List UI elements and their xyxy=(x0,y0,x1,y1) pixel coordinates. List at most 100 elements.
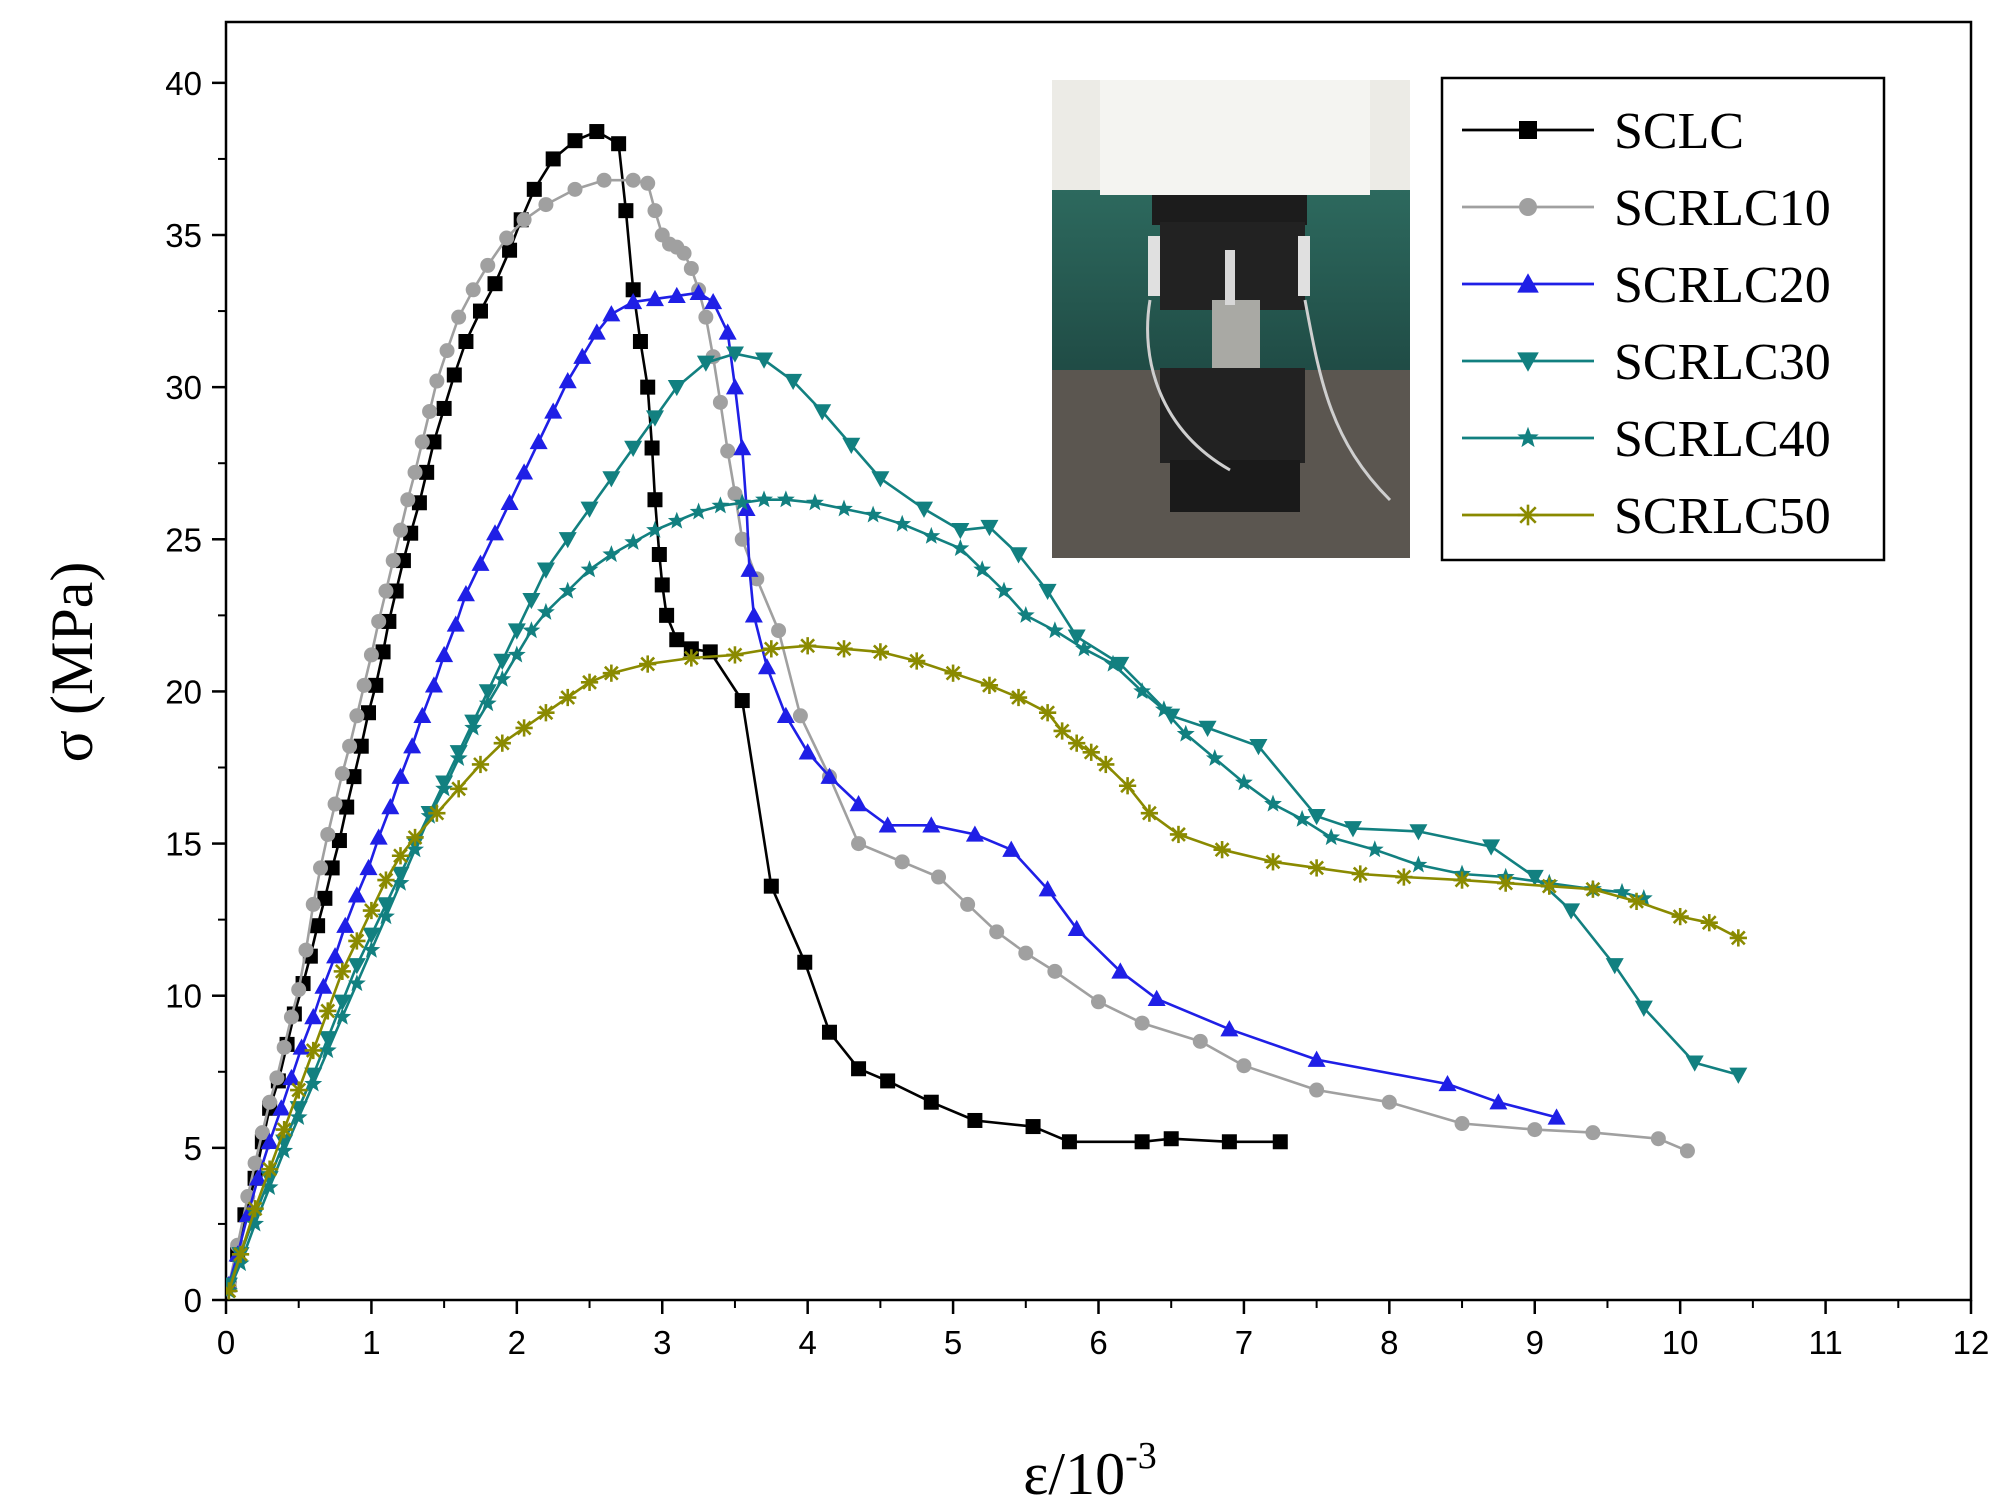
data-point-sclc xyxy=(567,133,583,149)
data-point-scrlc10 xyxy=(1091,994,1106,1010)
data-point-scrlc10 xyxy=(371,613,387,629)
data-point-scrlc30 xyxy=(318,1031,337,1048)
data-point-scrlc50 xyxy=(493,734,511,752)
data-point-scrlc10 xyxy=(439,343,455,359)
data-point-scrlc20 xyxy=(667,286,686,304)
data-point-scrlc20 xyxy=(403,737,422,754)
data-point-scrlc10 xyxy=(1018,945,1034,961)
data-point-scrlc40 xyxy=(755,490,773,508)
data-point-scrlc30 xyxy=(755,352,774,369)
data-point-scrlc30 xyxy=(536,562,555,579)
data-point-scrlc40 xyxy=(1613,882,1631,900)
data-point-scrlc20 xyxy=(282,1068,301,1086)
legend-item-scrlc30: SCRLC30 xyxy=(1462,334,1831,391)
data-point-scrlc40 xyxy=(420,806,439,824)
data-point-scrlc20 xyxy=(515,463,534,480)
data-point-scrlc10 xyxy=(429,373,445,389)
data-point-scrlc20 xyxy=(446,615,465,632)
data-point-scrlc40 xyxy=(602,545,621,563)
data-point-scrlc10 xyxy=(727,486,743,502)
x-tick-label: 11 xyxy=(1808,1324,1842,1361)
legend-item-sclc: SCLC xyxy=(1462,103,1744,160)
data-point-scrlc50 xyxy=(333,962,351,980)
data-point-sclc xyxy=(346,769,362,785)
series-scrlc10 xyxy=(226,172,1695,1293)
data-point-scrlc10 xyxy=(989,924,1005,940)
data-point-scrlc20 xyxy=(740,560,759,577)
data-point-scrlc10 xyxy=(363,647,379,663)
data-point-scrlc40 xyxy=(711,496,730,514)
data-point-scrlc50 xyxy=(602,664,620,682)
legend-marker-scrlc20 xyxy=(1517,273,1539,293)
data-point-scrlc20 xyxy=(529,432,548,450)
data-point-scrlc10 xyxy=(451,309,467,325)
data-point-scrlc50 xyxy=(835,640,853,658)
legend-label-scrlc40: SCRLC40 xyxy=(1614,411,1831,468)
x-tick-label: 9 xyxy=(1526,1324,1544,1361)
data-point-scrlc20 xyxy=(602,305,621,322)
x-tick-label: 2 xyxy=(508,1324,526,1361)
data-point-scrlc30 xyxy=(1482,839,1501,856)
data-point-scrlc10 xyxy=(313,860,329,876)
data-point-scrlc40 xyxy=(1322,828,1341,846)
data-point-scrlc40 xyxy=(1264,794,1282,812)
data-point-sclc xyxy=(361,705,377,721)
y-tick-label: 25 xyxy=(165,521,202,558)
y-tick-label: 5 xyxy=(184,1130,202,1167)
data-point-sclc xyxy=(419,464,435,480)
data-point-scrlc10 xyxy=(698,309,714,325)
data-point-sclc xyxy=(436,400,452,416)
data-point-scrlc10 xyxy=(720,443,736,459)
data-point-scrlc20 xyxy=(820,767,839,784)
data-point-scrlc20 xyxy=(359,858,378,876)
data-point-sclc xyxy=(644,440,660,456)
data-point-scrlc10 xyxy=(414,434,430,450)
data-point-scrlc10 xyxy=(269,1070,285,1086)
data-point-sclc xyxy=(1272,1134,1288,1150)
data-point-scrlc20 xyxy=(272,1099,291,1116)
x-tick-label: 7 xyxy=(1235,1324,1253,1361)
data-point-sclc xyxy=(353,738,369,754)
data-point-sclc xyxy=(458,334,474,349)
legend-item-scrlc40: SCRLC40 xyxy=(1462,411,1831,468)
data-point-scrlc10 xyxy=(327,796,343,812)
data-point-scrlc20 xyxy=(878,816,897,833)
data-point-scrlc10 xyxy=(894,854,910,870)
x-tick-label: 4 xyxy=(798,1324,816,1361)
data-point-scrlc40 xyxy=(667,511,686,529)
data-point-scrlc30 xyxy=(915,501,933,518)
data-point-sclc xyxy=(310,918,326,934)
data-point-scrlc40 xyxy=(260,1178,279,1195)
data-point-scrlc20 xyxy=(798,743,817,760)
data-point-scrlc30 xyxy=(1525,869,1544,887)
data-point-scrlc10 xyxy=(276,1039,292,1055)
data-point-sclc xyxy=(1025,1119,1041,1135)
data-point-scrlc10 xyxy=(291,982,307,998)
data-point-scrlc10 xyxy=(567,181,583,197)
data-point-scrlc40 xyxy=(1176,724,1195,742)
data-point-scrlc10 xyxy=(792,708,808,724)
data-point-scrlc10 xyxy=(931,869,947,885)
legend-marker-scrlc50 xyxy=(1517,504,1539,526)
y-tick-label: 20 xyxy=(165,673,202,710)
data-point-scrlc10 xyxy=(960,896,976,912)
data-point-scrlc20 xyxy=(347,886,366,903)
data-point-scrlc20 xyxy=(336,916,355,933)
data-point-scrlc10 xyxy=(385,553,401,569)
data-point-scrlc30 xyxy=(951,522,970,540)
data-point-scrlc30 xyxy=(1198,720,1217,737)
data-point-scrlc30 xyxy=(376,897,395,914)
legend-item-scrlc20: SCRLC20 xyxy=(1462,257,1831,314)
data-point-scrlc30 xyxy=(784,373,803,391)
data-point-scrlc10 xyxy=(1585,1125,1601,1141)
data-point-scrlc10 xyxy=(407,464,423,480)
data-point-scrlc50 xyxy=(1308,859,1326,877)
data-point-scrlc30 xyxy=(1111,656,1130,674)
data-point-scrlc10 xyxy=(378,583,394,599)
data-point-scrlc10 xyxy=(640,175,656,191)
data-point-scrlc20 xyxy=(413,706,432,723)
data-point-scrlc20 xyxy=(573,347,592,364)
legend-marker-sclc xyxy=(1519,121,1537,139)
data-point-scrlc50 xyxy=(348,932,366,950)
